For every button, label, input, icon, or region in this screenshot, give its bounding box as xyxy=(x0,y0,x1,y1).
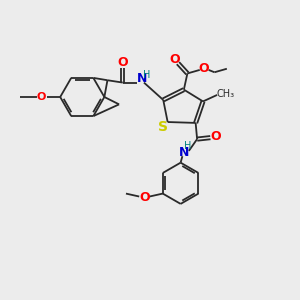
Text: O: O xyxy=(210,130,221,143)
Text: O: O xyxy=(139,191,149,205)
Text: H: H xyxy=(142,70,150,80)
Text: N: N xyxy=(178,146,189,159)
Text: O: O xyxy=(118,56,128,69)
Text: H: H xyxy=(184,142,191,152)
Text: O: O xyxy=(199,62,209,75)
Text: N: N xyxy=(137,72,148,85)
Text: S: S xyxy=(158,120,168,134)
Text: O: O xyxy=(170,52,180,65)
Text: CH₃: CH₃ xyxy=(216,89,234,99)
Text: O: O xyxy=(37,92,46,102)
